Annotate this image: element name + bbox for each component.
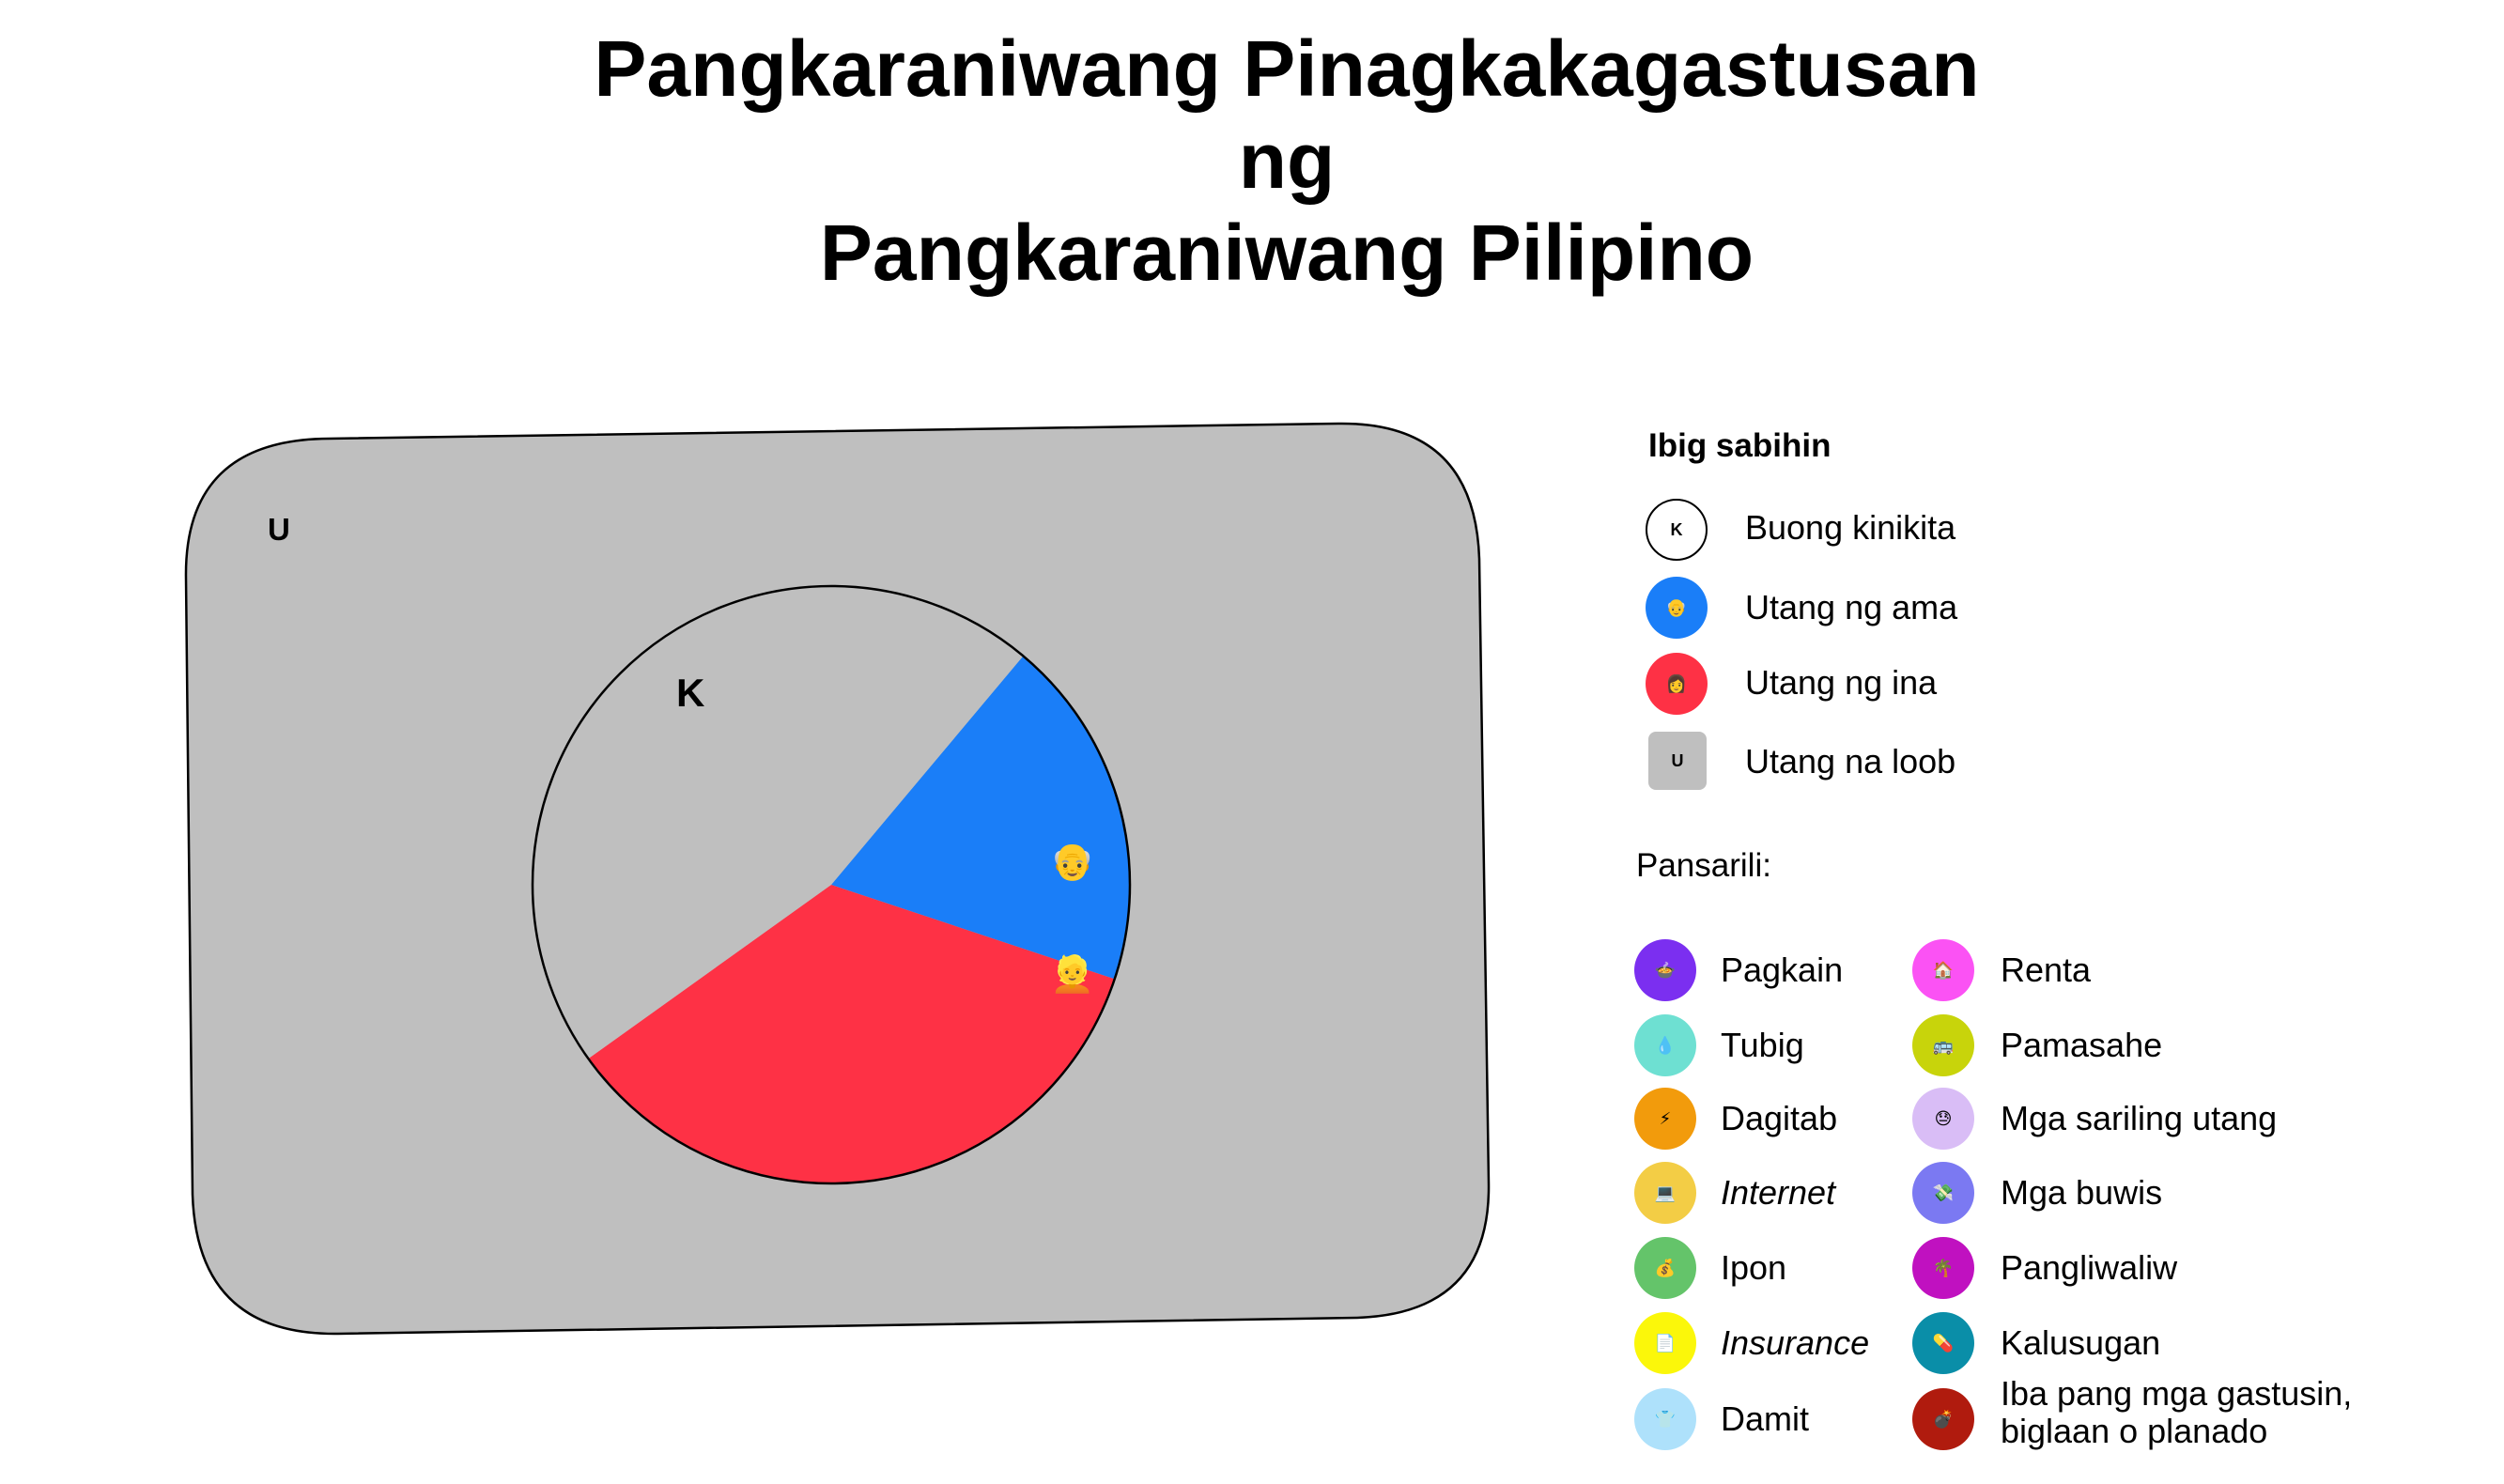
personal-left-label-1: Pagkain — [1721, 951, 1844, 989]
legend-heading: Ibig sabihin — [1648, 427, 1832, 464]
food-icon: 🍲 — [1634, 939, 1696, 1001]
legend-label-mother-debt: Utang ng ina — [1745, 663, 1938, 702]
pie-slice-1 — [831, 656, 1130, 980]
money-icon: 💸 — [1912, 1162, 1974, 1224]
slice-icons: 👴👱 — [1050, 842, 1094, 995]
document-icon: 📄 — [1634, 1312, 1696, 1374]
pie-outline — [531, 584, 1132, 1185]
personal-heading: Pansarili: — [1636, 847, 1771, 884]
shirt-icon: 👕 — [1634, 1388, 1696, 1450]
water-icon: 💧 — [1634, 1014, 1696, 1076]
legend-mark-father-debt: 👴 — [1646, 577, 1708, 639]
personal-left-label-3: Dagitab — [1721, 1099, 1838, 1137]
face-icon: 😓 — [1912, 1088, 1974, 1150]
jeepney-icon: 🚌 — [1912, 1014, 1974, 1076]
old-man-emoji: 👴 — [1050, 842, 1094, 882]
house-icon: 🏠 — [1912, 939, 1974, 1001]
personal-right-label-4: Mga buwis — [2001, 1173, 2163, 1212]
legend-mark-income: K — [1646, 499, 1708, 561]
personal-right-label-6: Kalusugan — [2001, 1323, 2161, 1362]
legend-label-gratitude-debt: Utang na loob — [1745, 742, 1956, 781]
personal-right-label-2: Pamasahe — [2001, 1026, 2163, 1064]
pie-label: K — [676, 671, 704, 715]
pie-slices — [532, 585, 1130, 1183]
personal-right-label-3: Mga sariling utang — [2001, 1099, 2278, 1137]
personal-left-label-7: Damit — [1721, 1399, 1810, 1438]
palm-tree-icon: 🌴 — [1912, 1237, 1974, 1299]
pie-slice-2 — [588, 885, 1115, 1183]
savings-icon: 💰 — [1634, 1237, 1696, 1299]
personal-right-label-5: Pangliwaliw — [2001, 1248, 2178, 1287]
electricity-icon: ⚡ — [1634, 1088, 1696, 1150]
laptop-icon: 💻 — [1634, 1162, 1696, 1224]
legend-mark-mother-debt: 👩 — [1646, 653, 1708, 715]
personal-left-label-6: Insurance — [1721, 1323, 1870, 1362]
personal-right-label-1: Renta — [2001, 951, 2092, 989]
universe-label: U — [268, 512, 290, 547]
pie-slice-3 — [532, 585, 1024, 1059]
pie-chart: U K 👴👱 — [184, 422, 1491, 1336]
chart-title: Pangkaraniwang Pinagkakagastusan ng Pang… — [0, 23, 2504, 299]
legend-label-father-debt: Utang ng ama — [1745, 588, 1958, 626]
personal-left-label-2: Tubig — [1721, 1026, 1804, 1064]
medicine-icon: 💊 — [1912, 1312, 1974, 1374]
man-emoji: 👱 — [1050, 952, 1094, 995]
title-line-3: Pangkaraniwang Pilipino — [819, 209, 1754, 297]
personal-left-label-4: Internet — [1721, 1173, 1836, 1212]
legend-label-income: Buong kinikita — [1745, 508, 1956, 547]
title-line-2: ng — [1238, 116, 1336, 205]
legend-mark-gratitude-debt: U — [1648, 732, 1707, 790]
personal-left-label-5: Ipon — [1721, 1248, 1787, 1287]
title-line-1: Pangkaraniwang Pinagkakagastusan — [594, 24, 1980, 113]
personal-right-label-7: Iba pang mga gastusin, biglaan o planado — [2001, 1374, 2353, 1450]
bomb-icon: 💣 — [1912, 1388, 1974, 1450]
